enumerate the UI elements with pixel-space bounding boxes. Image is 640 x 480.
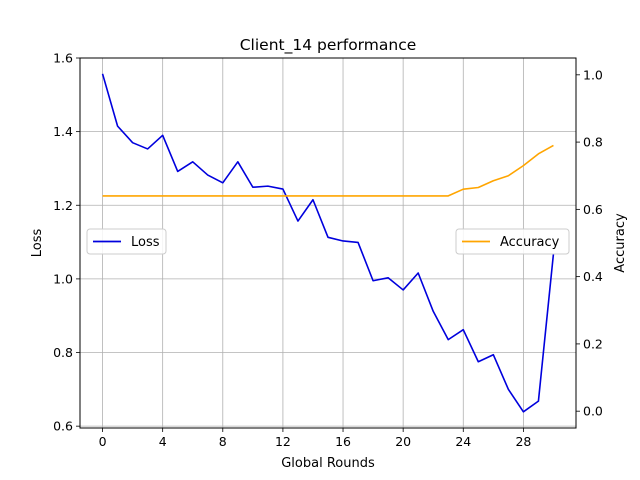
right-y-tick-label: 1.0 (583, 67, 603, 82)
left-y-tick-label: 1.2 (53, 198, 73, 213)
x-tick-label: 8 (219, 434, 227, 449)
left-y-tick-label: 0.8 (53, 345, 73, 360)
left-y-tick-label: 1.0 (53, 271, 73, 286)
series-lines (101, 73, 555, 413)
legend-loss: Loss (86, 228, 167, 255)
x-tick-label: 24 (455, 434, 471, 449)
x-tick-label: 12 (275, 434, 291, 449)
left-y-tick-label: 1.6 (53, 51, 73, 66)
chart-title: Client_14 performance (240, 36, 417, 55)
x-tick-label: 28 (515, 434, 531, 449)
left-y-axis-ticks: 0.6 0.8 1.0 1.2 1.4 1.6 (53, 51, 80, 434)
right-y-axis-ticks: 0.0 0.2 0.4 0.6 0.8 1.0 (576, 67, 603, 419)
right-y-axis-label: Accuracy (613, 213, 628, 273)
right-y-tick-label: 0.0 (583, 404, 603, 419)
right-y-tick-label: 0.2 (583, 336, 603, 351)
series-line-loss (101, 73, 555, 413)
plot-frame (79, 57, 577, 429)
legend-accuracy: Accuracy (455, 228, 570, 255)
x-tick-label: 0 (99, 434, 107, 449)
left-y-axis-label: Loss (30, 229, 45, 258)
x-axis-ticks: 0 4 8 12 16 20 24 28 (99, 428, 531, 449)
right-y-tick-label: 0.6 (583, 202, 603, 217)
x-tick-label: 4 (159, 434, 167, 449)
x-axis-label: Global Rounds (281, 456, 375, 471)
legend-loss-box (86, 228, 167, 255)
x-tick-label: 16 (335, 434, 351, 449)
series-line-accuracy (102, 144, 554, 197)
legend-accuracy-label: Accuracy (500, 235, 560, 250)
legend-accuracy-box (455, 228, 570, 255)
x-tick-label: 20 (395, 434, 411, 449)
left-y-tick-label: 1.4 (53, 124, 73, 139)
left-y-tick-label: 0.6 (53, 419, 73, 434)
legend-loss-label: Loss (131, 235, 160, 250)
right-y-tick-label: 0.4 (583, 269, 603, 284)
right-y-tick-label: 0.8 (583, 135, 603, 150)
